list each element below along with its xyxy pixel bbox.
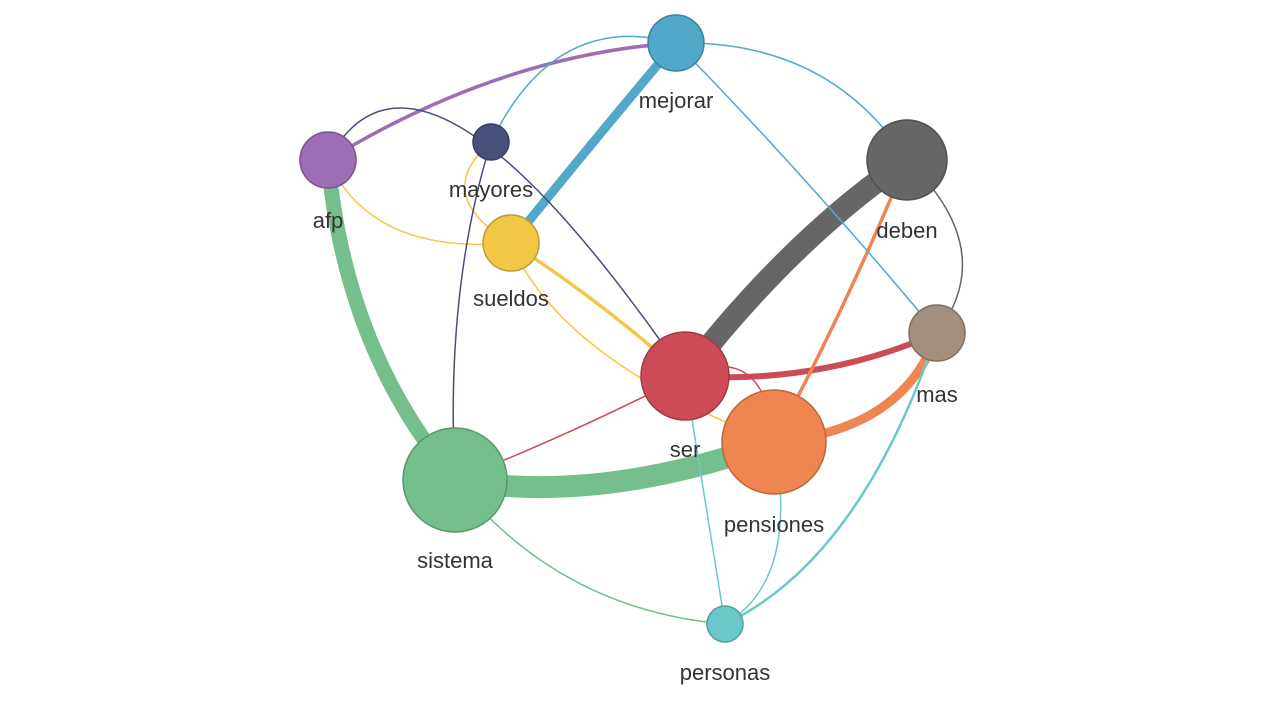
edge-afp-mejorar (326, 41, 678, 162)
nodes-layer (299, 14, 966, 643)
node-mayores[interactable] (472, 123, 510, 161)
edge-sueldos-mejorar (506, 38, 681, 248)
node-label-mayores: mayores (449, 177, 533, 202)
node-deben[interactable] (866, 119, 948, 201)
edge-mas-personas (723, 331, 939, 626)
node-label-mejorar: mejorar (639, 88, 714, 113)
node-pensiones[interactable] (721, 389, 827, 495)
node-sistema[interactable] (402, 427, 508, 533)
node-label-mas: mas (916, 382, 958, 407)
edge-sueldos-pensiones (510, 242, 775, 443)
labels-layer: mejorar afp mayores sueldos deben mas ser pensi… (313, 88, 958, 685)
edge-mejorar-mas (675, 42, 938, 334)
edge-ser-deben (674, 149, 918, 387)
node-label-pensiones: pensiones (724, 512, 824, 537)
node-label-ser: ser (670, 437, 701, 462)
edges-layer (320, 35, 964, 626)
edge-mayores-mejorar (490, 35, 677, 143)
node-label-personas: personas (680, 660, 771, 685)
node-mas[interactable] (908, 304, 966, 362)
edge-afp-ser (327, 107, 686, 377)
node-mejorar[interactable] (647, 14, 705, 72)
node-label-deben: deben (876, 218, 937, 243)
node-label-afp: afp (313, 208, 344, 233)
node-afp[interactable] (299, 131, 357, 189)
node-sueldos[interactable] (482, 214, 540, 272)
node-label-sistema: sistema (417, 548, 494, 573)
node-ser[interactable] (640, 331, 730, 421)
node-label-sueldos: sueldos (473, 286, 549, 311)
node-personas[interactable] (706, 605, 744, 643)
edge-afp-sueldos (327, 159, 512, 246)
